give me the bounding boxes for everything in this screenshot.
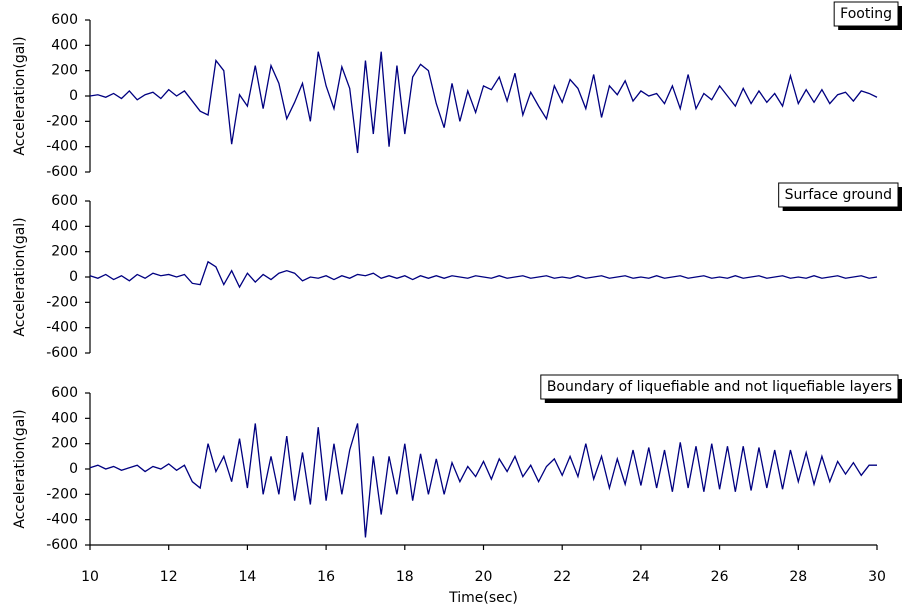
legend-label: Surface ground: [785, 187, 892, 203]
y-tick-label: 0: [69, 88, 78, 104]
y-axis-title: Acceleration(gal): [12, 409, 28, 528]
legend-box: [778, 182, 899, 208]
legend: Footing: [833, 1, 902, 30]
y-tick-label: 600: [51, 12, 78, 28]
y-tick-label: 400: [51, 410, 78, 426]
y-tick-label: -600: [46, 537, 78, 553]
x-tick-label: 22: [553, 569, 571, 585]
y-tick-label: 600: [51, 193, 78, 209]
legend-label: Footing: [840, 6, 892, 22]
y-tick-label: -400: [46, 512, 78, 528]
y-tick-label: 0: [69, 461, 78, 477]
x-tick-label: 14: [238, 569, 256, 585]
series-line: [89, 51, 878, 154]
x-tick-label: 12: [160, 569, 178, 585]
legend: Surface ground: [778, 182, 902, 211]
y-tick-label: -600: [46, 345, 78, 361]
y-tick-label: -400: [46, 320, 78, 336]
y-tick-label: -600: [46, 164, 78, 180]
y-tick-label: 400: [51, 218, 78, 234]
legend: Boundary of liquefiable and not liquefia…: [540, 374, 902, 403]
x-tick-label: 18: [396, 569, 414, 585]
legend-box: [833, 1, 899, 27]
y-tick-label: 200: [51, 436, 78, 452]
y-tick-label: 200: [51, 63, 78, 79]
y-tick-label: -200: [46, 486, 78, 502]
y-axis-title: Acceleration(gal): [12, 217, 28, 336]
y-tick-label: -400: [46, 139, 78, 155]
x-tick-label: 30: [868, 569, 886, 585]
x-tick-label: 16: [317, 569, 335, 585]
y-tick-label: 600: [51, 385, 78, 401]
y-tick-label: -200: [46, 113, 78, 129]
y-tick-label: 400: [51, 37, 78, 53]
legend-label: Boundary of liquefiable and not liquefia…: [547, 379, 892, 395]
legend-box: [540, 374, 899, 400]
y-tick-label: 0: [69, 269, 78, 285]
x-tick-label: 26: [711, 569, 729, 585]
y-tick-label: -200: [46, 294, 78, 310]
series-line: [89, 423, 877, 538]
y-tick-label: 200: [51, 244, 78, 260]
x-tick-label: 20: [475, 569, 493, 585]
x-axis-title: Time(sec): [448, 590, 518, 606]
x-tick-label: 24: [632, 569, 650, 585]
x-tick-label: 10: [81, 569, 99, 585]
x-tick-label: 28: [789, 569, 807, 585]
series-line: [89, 260, 878, 289]
y-axis-title: Acceleration(gal): [12, 36, 28, 155]
